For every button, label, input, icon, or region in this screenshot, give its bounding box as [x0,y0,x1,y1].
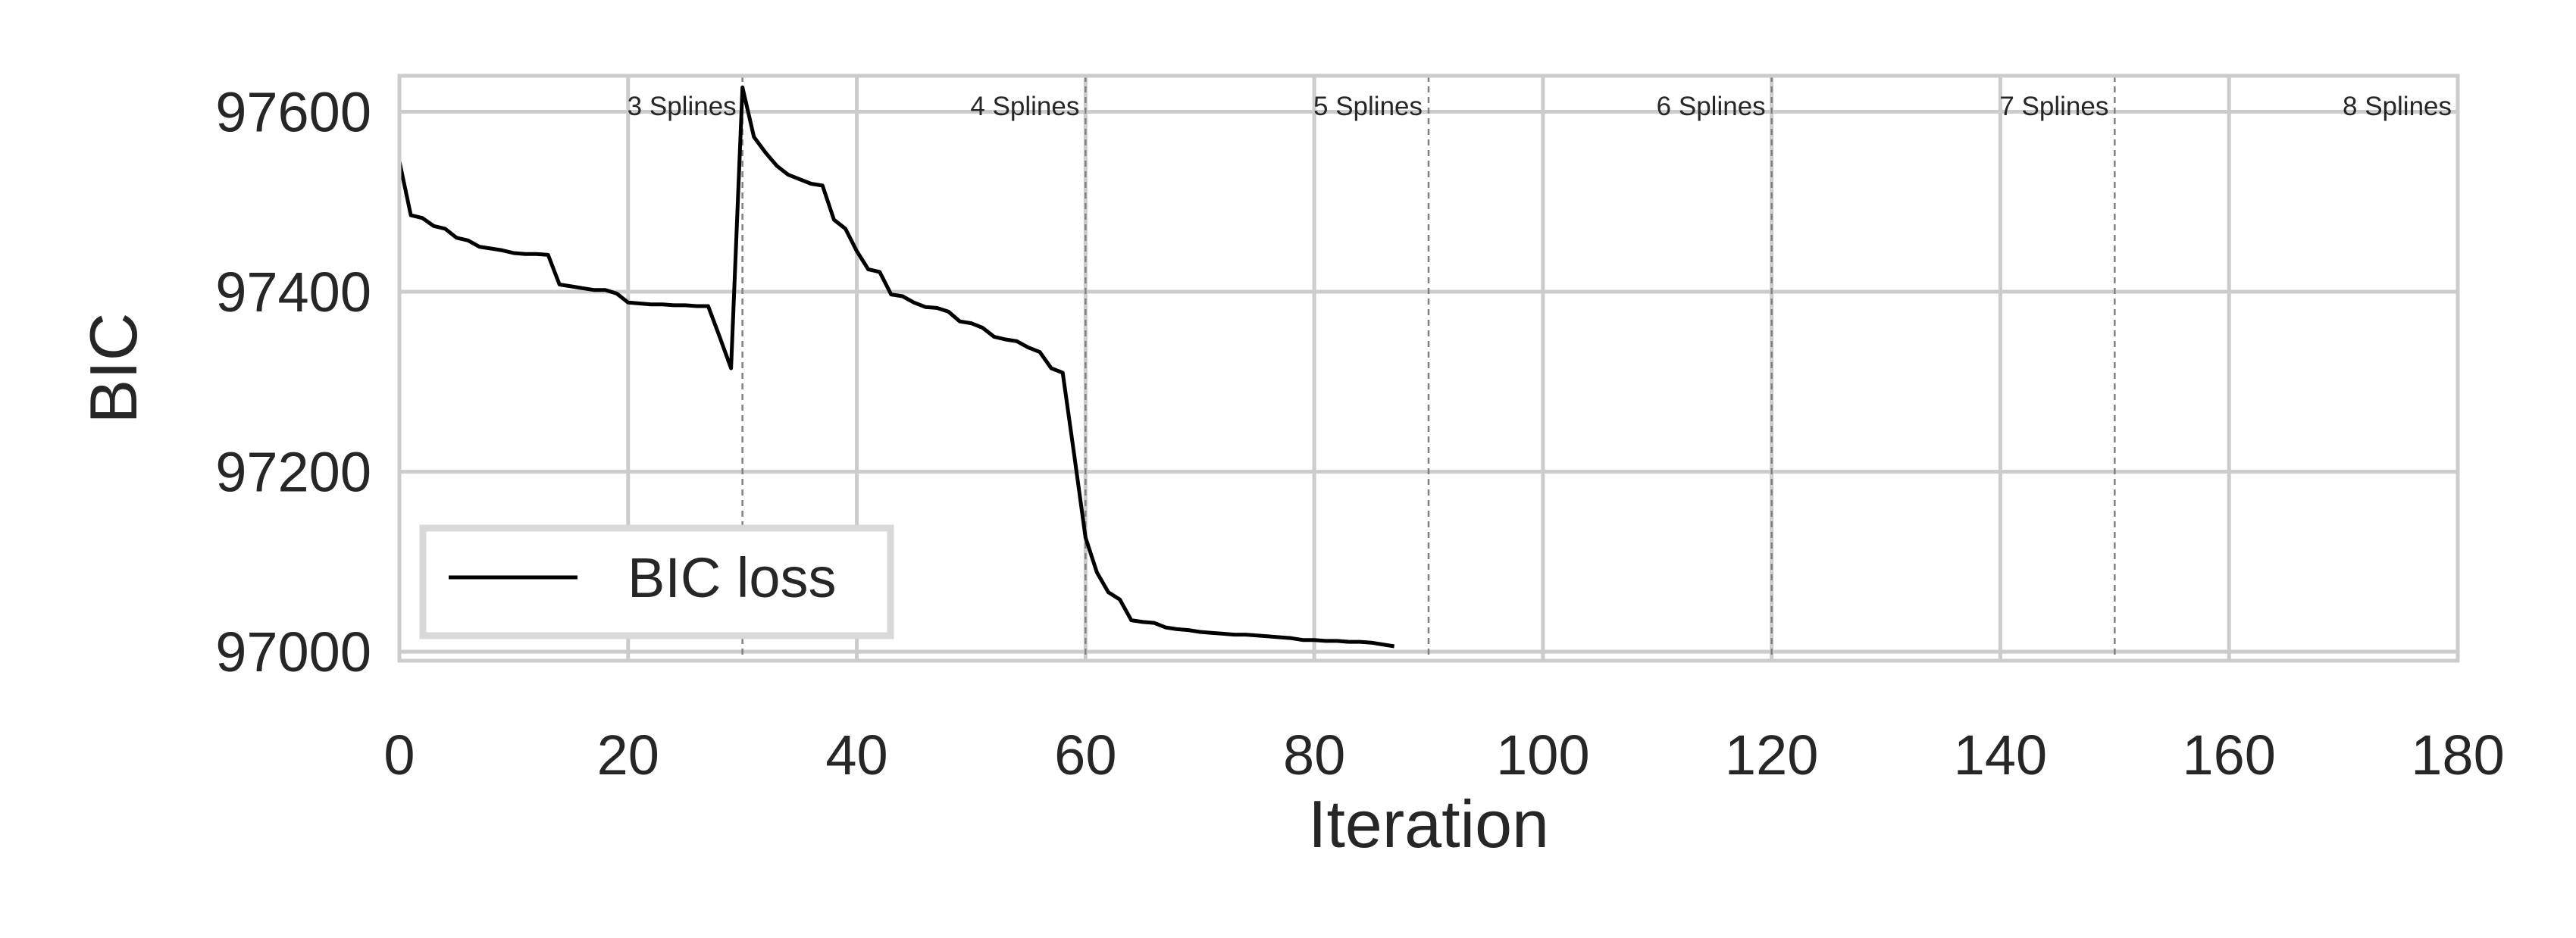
y-tick-labels: 97000 97200 97400 97600 [215,81,371,684]
plot-frame [397,73,2460,663]
legend: BIC loss [419,524,894,639]
x-tick-label: 140 [1954,724,2047,786]
series-line [397,85,1395,649]
y-tick-label: 97000 [215,621,371,683]
y-tick-label: 97400 [215,261,371,324]
x-axis-label: Iteration [1308,786,1549,861]
spline-annotation: 8 Splines [2343,92,2452,121]
spline-annotations: 3 Splines 4 Splines 5 Splines 6 Splines 7 Sp… [628,92,2452,121]
spline-annotation: 6 Splines [1657,92,1766,121]
spline-annotation: 3 Splines [628,92,737,121]
x-tick-label: 120 [1725,724,1818,786]
spline-annotation: 7 Splines [1999,92,2108,121]
x-tick-label: 80 [1283,724,1345,786]
series-layer [397,85,1395,649]
spline-boundaries [741,76,2116,661]
x-tick-label: 20 [597,724,659,786]
legend-entry: BIC loss [628,546,837,609]
legend-box [419,524,894,639]
y-tick-label: 97200 [215,441,371,504]
x-tick-labels: 0 20 40 60 80 100 120 140 160 180 [383,724,2504,786]
y-axis-label: BIC [76,313,151,424]
x-tick-label: 40 [825,724,887,786]
spline-annotation: 4 Splines [970,92,1079,121]
x-tick-label: 160 [2182,724,2275,786]
y-tick-label: 97600 [215,81,371,144]
x-tick-label: 180 [2411,724,2504,786]
x-tick-label: 60 [1054,724,1116,786]
spline-annotation: 5 Splines [1313,92,1423,121]
x-tick-label: 0 [383,724,415,786]
x-tick-label: 100 [1496,724,1589,786]
